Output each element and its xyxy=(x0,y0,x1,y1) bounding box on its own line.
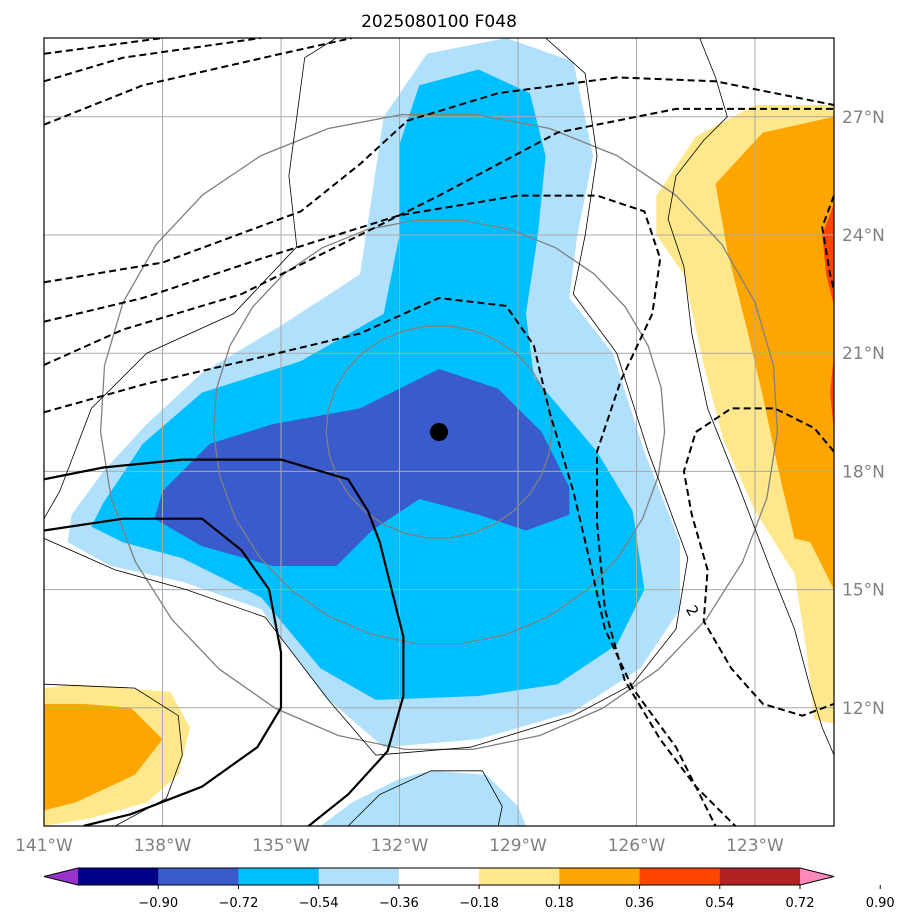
colorbar-tick-label: −0.72 xyxy=(219,896,259,911)
x-tick-label: 141°W xyxy=(15,836,73,856)
thin-contour-line xyxy=(44,38,337,519)
colorbar-segment xyxy=(639,868,721,885)
filled-region xyxy=(320,770,526,826)
storm-center-marker xyxy=(430,423,448,441)
colorbar-tick-label: −0.18 xyxy=(459,896,499,911)
dashed-contour-line xyxy=(44,38,163,55)
dashed-contour-line xyxy=(821,195,834,291)
colorbar-tick-label: 0.90 xyxy=(866,896,895,911)
x-tick-label: 138°W xyxy=(134,836,192,856)
dashed-contour-line xyxy=(44,38,353,126)
filled-region xyxy=(822,203,834,306)
dashed-contour-line xyxy=(44,107,834,366)
x-tick-label: 129°W xyxy=(489,836,547,856)
dashed-contour-line xyxy=(44,38,262,83)
colorbar-tick-label: −0.54 xyxy=(299,896,339,911)
colorbar-extend-high xyxy=(800,868,834,885)
range-ring xyxy=(325,325,553,539)
solid-contour-line xyxy=(44,517,283,826)
colorbar-segment xyxy=(398,868,480,885)
dashed-contour-line xyxy=(682,407,834,717)
colorbar-segment xyxy=(78,868,159,885)
range-ring xyxy=(99,113,779,751)
colorbar-frame xyxy=(43,867,835,886)
colorbar-segment xyxy=(238,868,320,885)
x-tick-label: 126°W xyxy=(608,836,666,856)
colorbar-tick-label: 0.54 xyxy=(705,896,734,911)
colorbar-tick-label: 0.72 xyxy=(786,896,815,911)
thin-contour-line xyxy=(667,38,834,756)
x-tick-label: 123°W xyxy=(726,836,784,856)
colorbar-segment xyxy=(158,868,239,885)
x-tick-label: 132°W xyxy=(371,836,429,856)
colorbar-tick-label: 0.18 xyxy=(545,896,574,911)
thin-contour-line xyxy=(44,38,689,756)
thin-contour-line xyxy=(347,770,503,826)
solid-contour-line xyxy=(44,458,405,826)
y-tick-label: 21°N xyxy=(842,344,885,364)
dashed-contour-line xyxy=(44,296,717,826)
filled-region xyxy=(44,703,163,811)
dashed-contour-line xyxy=(44,76,834,284)
dashed-contour-line xyxy=(44,194,737,826)
y-tick-label: 27°N xyxy=(842,108,885,128)
colorbar-segment xyxy=(719,868,801,885)
y-tick-label: 18°N xyxy=(842,462,885,482)
colorbar-segment xyxy=(318,868,400,885)
y-tick-label: 24°N xyxy=(842,226,885,246)
y-tick-label: 15°N xyxy=(842,581,885,601)
chart-title: 2025080100 F048 xyxy=(361,12,517,32)
plot-frame xyxy=(43,37,835,827)
colorbar-segment xyxy=(559,868,641,885)
filled-region xyxy=(154,369,570,566)
colorbar-extend-low xyxy=(44,868,78,885)
colorbar-tick-label: 0.36 xyxy=(625,896,654,911)
range-ring xyxy=(212,219,666,645)
colorbar-tick-label: −0.36 xyxy=(379,896,419,911)
colorbar-tick-label: −0.90 xyxy=(138,896,178,911)
filled-region xyxy=(830,353,834,432)
y-tick-label: 12°N xyxy=(842,699,885,719)
x-tick-label: 135°W xyxy=(252,836,310,856)
colorbar-segment xyxy=(479,868,560,885)
